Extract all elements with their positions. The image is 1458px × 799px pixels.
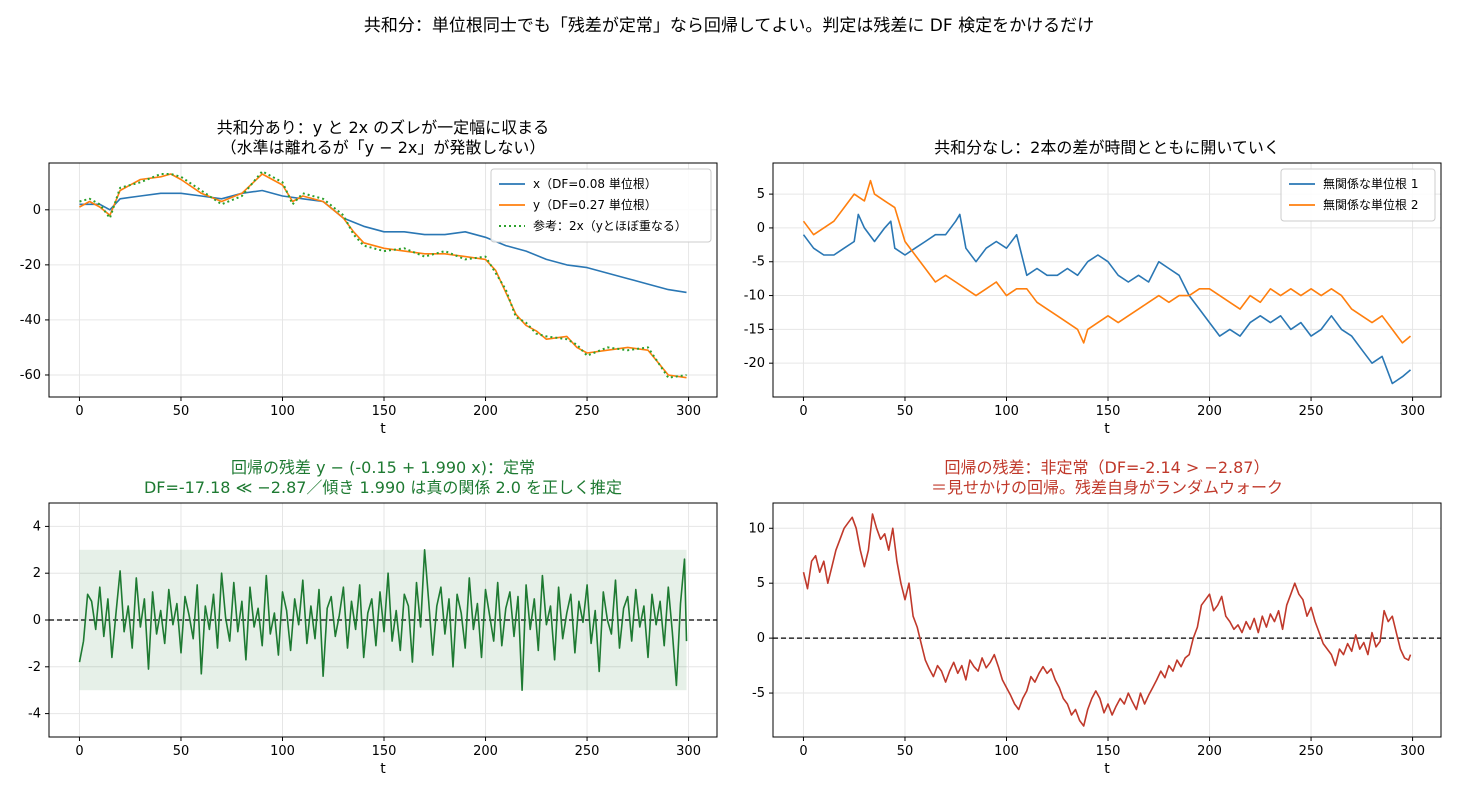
legend-label: 無関係な単位根 1 <box>1323 176 1418 191</box>
x-tick-label: 300 <box>1400 404 1425 419</box>
plot-frame <box>48 162 718 398</box>
x-tick-label: 0 <box>799 404 807 419</box>
legend: 無関係な単位根 1 無関係な単位根 2 <box>1280 168 1436 222</box>
chart-title: ＝見せかけの回帰。残差自身がランダムウォーク <box>931 478 1283 497</box>
y-tick-label: -60 <box>20 368 41 383</box>
chart-title: 回帰の残差 y − (-0.15 + 1.990 x)：定常 <box>231 458 535 477</box>
x-tick-label: 200 <box>1197 404 1222 419</box>
x-tick-label: 150 <box>372 744 397 759</box>
series-line-0 <box>802 513 1412 727</box>
y-tick-label: -20 <box>20 258 41 273</box>
y-tick-label: 0 <box>757 631 765 646</box>
series-line-1 <box>802 179 1412 344</box>
x-tick-label: 150 <box>372 404 397 419</box>
chart-title: 共和分あり：y と 2x のズレが一定幅に収まる <box>217 118 549 137</box>
y-tick-label: -20 <box>744 356 765 371</box>
x-tick-label: 100 <box>270 404 295 419</box>
y-tick-label: 10 <box>748 521 765 536</box>
x-tick-label: 0 <box>75 744 83 759</box>
y-tick-label: -15 <box>744 322 765 337</box>
x-tick-label: 200 <box>473 744 498 759</box>
chart-tl: 共和分あり：y と 2x のズレが一定幅に収まる（水準は離れるが「y − 2x」… <box>20 118 718 437</box>
x-tick-label: 50 <box>173 744 190 759</box>
x-axis-label: t <box>380 761 386 777</box>
chart-bl: 回帰の残差 y − (-0.15 + 1.990 x)：定常DF=-17.18 … <box>28 458 718 777</box>
y-tick-label: 4 <box>33 519 41 534</box>
x-tick-label: 50 <box>173 404 190 419</box>
legend: x（DF=0.08 単位根） y（DF=0.27 単位根） 参考：2x（yとほぼ重な… <box>490 168 712 243</box>
figure-suptitle: 共和分：単位根同士でも「残差が定常」なら回帰してよい。判定は残差に DF 検定を… <box>364 16 1094 36</box>
legend-box <box>490 168 712 243</box>
series-line-0 <box>79 189 687 294</box>
x-tick-label: 300 <box>676 404 701 419</box>
y-tick-label: -5 <box>752 686 765 701</box>
y-tick-label: 0 <box>757 221 765 236</box>
x-tick-label: 0 <box>75 404 83 419</box>
x-axis-label: t <box>380 421 386 437</box>
x-tick-label: 200 <box>473 404 498 419</box>
x-tick-label: 100 <box>994 744 1019 759</box>
legend-box <box>1280 168 1436 222</box>
y-tick-label: -10 <box>744 289 765 304</box>
legend-label: y（DF=0.27 単位根） <box>533 197 657 212</box>
series-line-1 <box>79 173 687 379</box>
legend-label: 無関係な単位根 2 <box>1323 197 1418 212</box>
x-tick-label: 300 <box>1400 744 1425 759</box>
x-tick-label: 250 <box>1299 744 1324 759</box>
x-tick-label: 200 <box>1197 744 1222 759</box>
legend-label: x（DF=0.08 単位根） <box>533 176 657 191</box>
plot-frame <box>772 162 1442 398</box>
chart-title: 回帰の残差：非定常（DF=-2.14 > −2.87） <box>945 458 1270 477</box>
y-tick-label: 5 <box>757 576 765 591</box>
x-tick-label: 100 <box>994 404 1019 419</box>
y-tick-label: -4 <box>28 707 41 722</box>
x-tick-label: 50 <box>897 404 914 419</box>
chart-title: DF=-17.18 ≪ −2.87／傾き 1.990 は真の関係 2.0 を正し… <box>144 478 622 497</box>
chart-br: 回帰の残差：非定常（DF=-2.14 > −2.87）＝見せかけの回帰。残差自身… <box>748 458 1442 777</box>
x-tick-label: 250 <box>1299 404 1324 419</box>
x-tick-label: 250 <box>575 404 600 419</box>
x-axis-label: t <box>1104 761 1110 777</box>
series-line-0 <box>802 213 1412 385</box>
series-line-0 <box>78 548 688 692</box>
y-tick-label: -5 <box>752 255 765 270</box>
x-tick-label: 250 <box>575 744 600 759</box>
x-tick-label: 50 <box>897 744 914 759</box>
x-tick-label: 0 <box>799 744 807 759</box>
y-tick-label: 5 <box>757 187 765 202</box>
y-tick-label: 0 <box>33 203 41 218</box>
x-tick-label: 150 <box>1096 404 1121 419</box>
chart-title: （水準は離れるが「y − 2x」が発散しない） <box>221 138 546 157</box>
y-tick-label: -40 <box>20 313 41 328</box>
y-tick-label: 0 <box>33 613 41 628</box>
plot-frame <box>772 502 1442 738</box>
x-tick-label: 150 <box>1096 744 1121 759</box>
x-tick-label: 300 <box>676 744 701 759</box>
chart-title: 共和分なし：2本の差が時間とともに開いていく <box>934 138 1280 157</box>
legend-label: 参考：2x（yとほぼ重なる） <box>533 218 687 233</box>
x-tick-label: 100 <box>270 744 295 759</box>
y-tick-label: -2 <box>28 660 41 675</box>
y-tick-label: 2 <box>33 566 41 581</box>
x-axis-label: t <box>1104 421 1110 437</box>
